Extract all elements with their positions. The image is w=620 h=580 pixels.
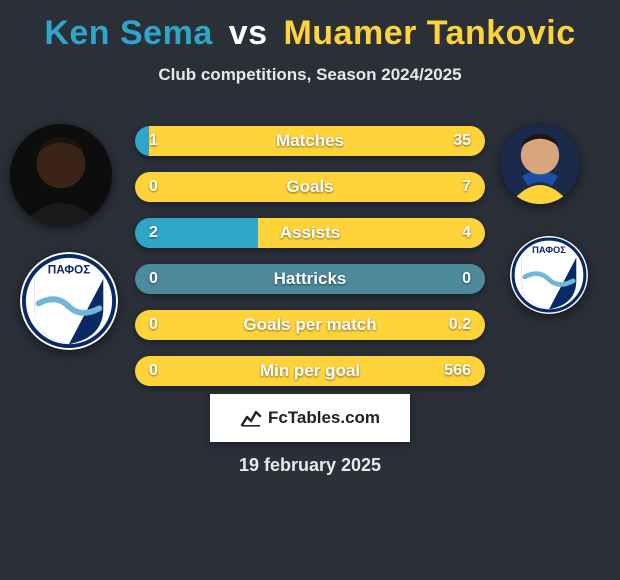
chart-icon <box>240 407 262 429</box>
stat-row: Hattricks00 <box>135 256 485 302</box>
stat-row: Goals per match00.2 <box>135 302 485 348</box>
fctables-logo: FcTables.com <box>210 394 410 442</box>
stat-bar-right <box>258 218 486 248</box>
stat-row: Min per goal0566 <box>135 348 485 394</box>
stats-bars: Matches135Goals07Assists24Hattricks00Goa… <box>135 118 485 394</box>
svg-text:ΠΑΦΟΣ: ΠΑΦΟΣ <box>532 245 566 255</box>
stat-bar-right <box>135 172 485 202</box>
player1-name: Ken Sema <box>44 14 212 52</box>
stat-row: Goals07 <box>135 164 485 210</box>
stat-bar-track <box>135 218 485 248</box>
stat-bar-left <box>135 264 310 294</box>
stat-row: Matches135 <box>135 118 485 164</box>
svg-text:ΠΑΦΟΣ: ΠΑΦΟΣ <box>48 264 91 277</box>
stat-bar-left <box>135 218 258 248</box>
stat-bar-right <box>135 310 485 340</box>
stat-bar-right <box>135 356 485 386</box>
logo-text: FcTables.com <box>268 408 380 428</box>
stat-bar-right <box>149 126 485 156</box>
comparison-title: Ken Sema vs Muamer Tankovic <box>0 0 620 53</box>
player2-name: Muamer Tankovic <box>283 14 575 52</box>
stat-bar-track <box>135 356 485 386</box>
vs-text: vs <box>229 14 268 52</box>
player1-avatar <box>10 124 112 226</box>
subtitle: Club competitions, Season 2024/2025 <box>0 65 620 85</box>
stat-bar-left <box>135 126 149 156</box>
player2-club-badge: ΠΑΦΟΣ <box>510 236 588 314</box>
stat-bar-track <box>135 310 485 340</box>
stat-bar-track <box>135 172 485 202</box>
stat-row: Assists24 <box>135 210 485 256</box>
stat-bar-track <box>135 126 485 156</box>
player2-avatar <box>500 124 580 204</box>
player1-club-badge: ΠΑΦΟΣ <box>20 252 118 350</box>
date-label: 19 february 2025 <box>0 455 620 476</box>
stat-bar-right <box>310 264 485 294</box>
stat-bar-track <box>135 264 485 294</box>
